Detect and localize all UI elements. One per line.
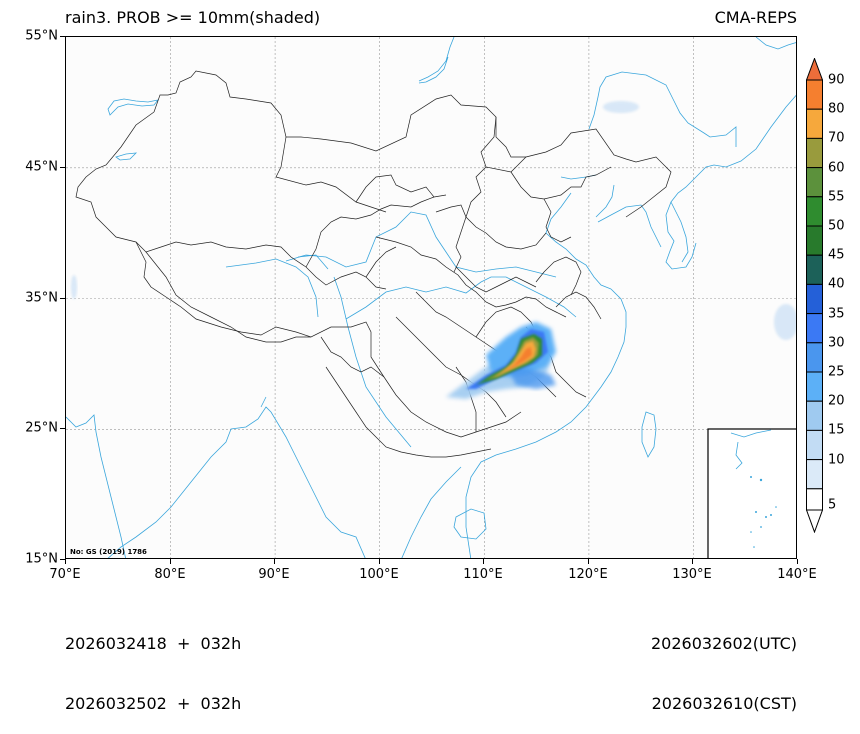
tick-mark [797, 559, 798, 564]
tick-mark [170, 559, 171, 564]
borders [75, 70, 672, 458]
colorbar-label: 55 [828, 189, 845, 205]
colorbar-label: 35 [828, 306, 845, 322]
init-time-utc: 2026032418 + 032h [65, 634, 242, 653]
tick-mark [60, 36, 65, 37]
inset-box [707, 428, 796, 558]
tick-mark [60, 298, 65, 299]
lon-tick-140: 140°E [777, 567, 817, 582]
chart-title: rain3. PROB >= 10mm(shaded) [65, 8, 321, 27]
init-time-block: 2026032418 + 032h 2026032502 + 032h [65, 594, 241, 734]
lon-tick-100: 100°E [359, 567, 399, 582]
colorbar-label: 20 [828, 393, 845, 409]
coastlines [66, 37, 796, 558]
lat-tick-45: 45°N [25, 159, 58, 175]
rain-shading [446, 322, 556, 399]
colorbar-label: 15 [828, 422, 845, 438]
map-plot-area[interactable]: No: GS (2019) 1786 [65, 36, 797, 559]
lon-tick-90: 90°E [258, 567, 290, 582]
map-approval-stamp: No: GS (2019) 1786 [70, 548, 147, 556]
colorbar-label: 45 [828, 247, 845, 263]
tick-mark [60, 167, 65, 168]
faint-rain-patches [71, 101, 796, 340]
lon-tick-80: 80°E [154, 567, 186, 582]
colorbar-label: 60 [828, 160, 845, 176]
tick-mark [60, 559, 65, 560]
lat-tick-35: 35°N [25, 290, 58, 306]
valid-time-block: 2026032602(UTC) 2026032610(CST) [651, 594, 797, 734]
lon-tick-120: 120°E [568, 567, 608, 582]
colorbar-label: 80 [828, 101, 845, 117]
tick-mark [588, 559, 589, 564]
colorbar-label: 50 [828, 218, 845, 234]
tick-mark [60, 428, 65, 429]
lat-tick-25: 25°N [25, 420, 58, 436]
colorbar-label: 90 [828, 72, 845, 88]
tick-mark [692, 559, 693, 564]
colorbar-label: 30 [828, 335, 845, 351]
colorbar-label: 25 [828, 364, 845, 380]
tick-mark [65, 559, 66, 564]
colorbar-label: 10 [828, 452, 845, 468]
tick-mark [379, 559, 380, 564]
colorbar-label: 5 [828, 497, 837, 513]
model-name: CMA-REPS [714, 8, 797, 27]
lon-tick-130: 130°E [672, 567, 712, 582]
valid-time-utc: 2026032602(UTC) [651, 634, 797, 653]
tick-mark [483, 559, 484, 564]
colorbar-label: 40 [828, 276, 845, 292]
colorbar-extend-min [806, 509, 823, 533]
gridlines [66, 37, 796, 558]
map-canvas [66, 37, 796, 558]
init-time-cst: 2026032502 + 032h [65, 694, 242, 713]
lon-tick-110: 110°E [463, 567, 503, 582]
lat-tick-55: 55°N [25, 28, 58, 44]
valid-time-cst: 2026032610(CST) [651, 694, 797, 713]
tick-mark [274, 559, 275, 564]
colorbar-label: 70 [828, 130, 845, 146]
lat-tick-15: 15°N [25, 551, 58, 567]
lon-tick-70: 70°E [49, 567, 81, 582]
colorbar-extend-max [806, 58, 823, 81]
